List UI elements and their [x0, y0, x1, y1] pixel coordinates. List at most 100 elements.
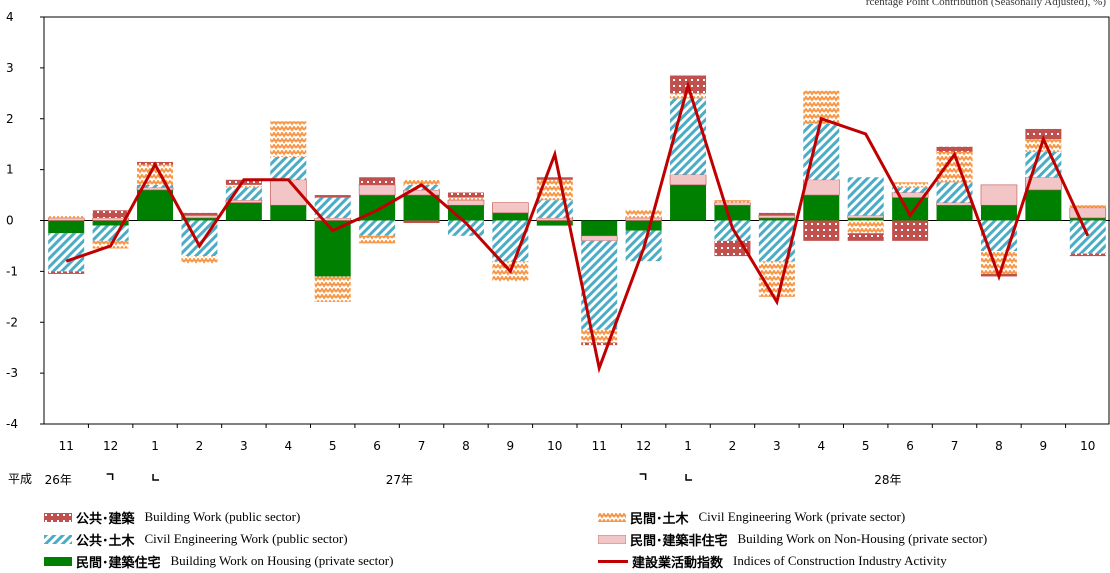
bar-segment-private-civil [1069, 205, 1106, 208]
bar-segment-public-civil [137, 184, 174, 188]
bar-segment-private-civil [892, 182, 929, 188]
x-tick-label: 12 [636, 439, 651, 453]
bar-segment-private-civil [847, 220, 884, 234]
bar-segment-public-building [314, 195, 351, 198]
x-tick-label: 7 [951, 439, 959, 453]
bar-segment-private-nonhousing [580, 235, 618, 242]
bar-segment-private-civil [314, 276, 351, 302]
bar-segment-public-civil [670, 98, 707, 175]
bar-segment-private-housing [270, 205, 307, 221]
bar-segment-public-civil [359, 220, 396, 236]
bar-segment-private-civil [758, 261, 795, 297]
bar-segment-private-housing [92, 220, 129, 226]
bar-segment-public-building [1069, 253, 1106, 257]
bar-segment-private-housing [225, 202, 262, 221]
bar-segment-private-nonhousing [980, 184, 1018, 206]
bar-segment-private-nonhousing [891, 192, 929, 198]
x-tick-label: 11 [59, 439, 74, 453]
bar-segment-private-civil [1025, 139, 1062, 152]
bar-segment-public-civil [270, 156, 307, 180]
bar-segment-public-civil [1069, 220, 1106, 254]
bar-segment-private-nonhousing [669, 174, 707, 186]
bar-segment-public-civil [403, 184, 440, 190]
year-label: 28年 [874, 473, 901, 487]
bar-segment-private-housing [536, 220, 573, 226]
bar-segment-public-building [536, 177, 573, 180]
bar-segment-public-civil [936, 182, 973, 203]
y-tick-label: 3 [6, 61, 14, 75]
x-tick-label: 12 [103, 439, 118, 453]
bar-segment-private-housing [1025, 189, 1062, 221]
bar-segment-public-building [892, 220, 929, 241]
bar-segment-private-housing [803, 195, 840, 221]
year-start-bracket [685, 474, 693, 481]
bar-segment-private-housing [847, 217, 884, 221]
bar-segment-private-housing [758, 217, 795, 221]
x-tick-label: 1 [151, 439, 159, 453]
bar-segment-private-civil [625, 210, 662, 218]
bar-segment-private-housing [181, 217, 218, 221]
bar-segment-private-civil [181, 256, 218, 264]
bar-segment-private-nonhousing [181, 215, 218, 219]
bar-segment-public-building [181, 212, 218, 216]
y-tick-label: -3 [6, 366, 18, 380]
bar-segment-private-housing [492, 212, 529, 221]
y-tick-label: -1 [6, 264, 18, 278]
bar-segment-private-civil [270, 121, 307, 157]
bar-segment-public-civil [892, 187, 929, 193]
bar-segment-public-building [1025, 128, 1062, 140]
x-tick-label: 5 [329, 439, 337, 453]
bar-segment-private-civil [447, 197, 484, 201]
bar-segment-private-civil [581, 329, 618, 343]
bar-segment-public-civil [92, 225, 129, 241]
bar-segment-private-nonhousing [447, 199, 485, 206]
bar-segment-public-building [359, 177, 396, 185]
bar-segment-private-civil [403, 179, 440, 185]
era-label: 平成 [8, 472, 32, 486]
bar-segment-public-civil [48, 233, 85, 272]
bar-segment-private-civil [48, 215, 85, 218]
x-tick-label: 2 [729, 439, 737, 453]
x-tick-label: 1 [684, 439, 692, 453]
bar-segment-public-building [803, 220, 840, 241]
bar-segment-private-nonhousing [492, 202, 529, 214]
x-tick-label: 6 [373, 439, 381, 453]
year-start-bracket [152, 474, 160, 481]
y-tick-label: -4 [6, 417, 18, 431]
bar-segment-private-nonhousing [625, 217, 662, 221]
bar-segment-public-civil [847, 177, 884, 216]
year-end-bracket [639, 473, 647, 480]
bar-segment-private-nonhousing [536, 217, 574, 221]
bar-segment-public-building [403, 220, 440, 224]
bar-segment-public-building [581, 342, 618, 346]
units-note: rcentage Point Contribution (Seasonally … [865, 0, 1106, 8]
bar-segment-public-building [847, 233, 884, 241]
bar-segment-public-civil [314, 197, 351, 218]
x-tick-label: 4 [284, 439, 292, 453]
bar-segment-private-nonhousing [403, 189, 440, 196]
x-tick-label: 8 [995, 439, 1003, 453]
index-line [65, 80, 1090, 374]
bar-segment-private-nonhousing [936, 202, 973, 206]
bar-segment-private-civil [714, 200, 751, 203]
year-end-bracket [106, 473, 114, 480]
y-tick-label: 2 [6, 112, 14, 126]
year-label: 27年 [386, 473, 413, 487]
bar-segment-private-civil [359, 235, 396, 244]
x-tick-label: 3 [240, 439, 248, 453]
bar-segment-private-housing [581, 220, 618, 236]
bar-segment-public-building [447, 192, 484, 198]
bar-segment-private-civil [225, 184, 262, 188]
x-tick-label: 10 [547, 439, 562, 453]
bar-segment-private-housing [48, 220, 85, 234]
bar-segment-public-building [936, 146, 973, 152]
year-label: 26年 [45, 473, 72, 487]
y-tick-label: -2 [6, 315, 18, 329]
bar-segment-private-housing [625, 220, 662, 231]
x-tick-label: 11 [592, 439, 607, 453]
bar-segment-private-nonhousing [714, 202, 751, 206]
bar-segment-private-civil [980, 251, 1017, 274]
x-tick-label: 2 [196, 439, 204, 453]
x-tick-label: 3 [773, 439, 781, 453]
